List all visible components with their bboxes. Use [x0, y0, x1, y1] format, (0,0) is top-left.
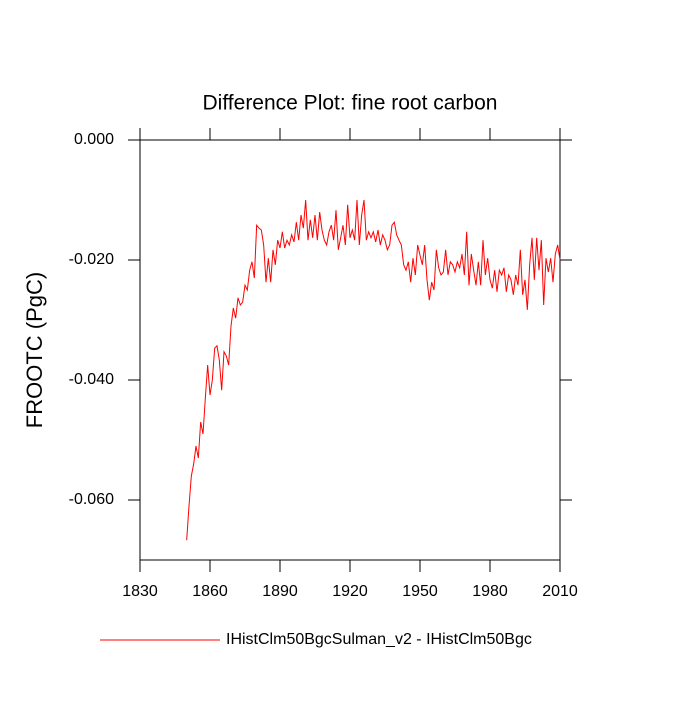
chart-title: Difference Plot: fine root carbon: [203, 92, 498, 115]
x-tick-label: 2010: [542, 583, 578, 600]
y-tick-label: 0.000: [74, 131, 114, 148]
x-tick-label: 1950: [402, 583, 438, 600]
x-tick-label: 1860: [192, 583, 228, 600]
x-tick-label: 1920: [332, 583, 368, 600]
x-tick-label: 1980: [472, 583, 508, 600]
y-tick-label: -0.040: [69, 371, 114, 388]
x-tick-label: 1830: [122, 583, 158, 600]
data-line: [186, 199, 561, 541]
plot-frame: [139, 139, 561, 561]
y-tick-label: -0.060: [69, 491, 114, 508]
y-axis-label: FROOTC (PgC): [22, 272, 47, 428]
legend-label: IHistClm50BgcSulman_v2 - IHistClm50Bgc: [226, 631, 532, 648]
y-tick-label: -0.020: [69, 251, 114, 268]
x-tick-label: 1890: [262, 583, 298, 600]
